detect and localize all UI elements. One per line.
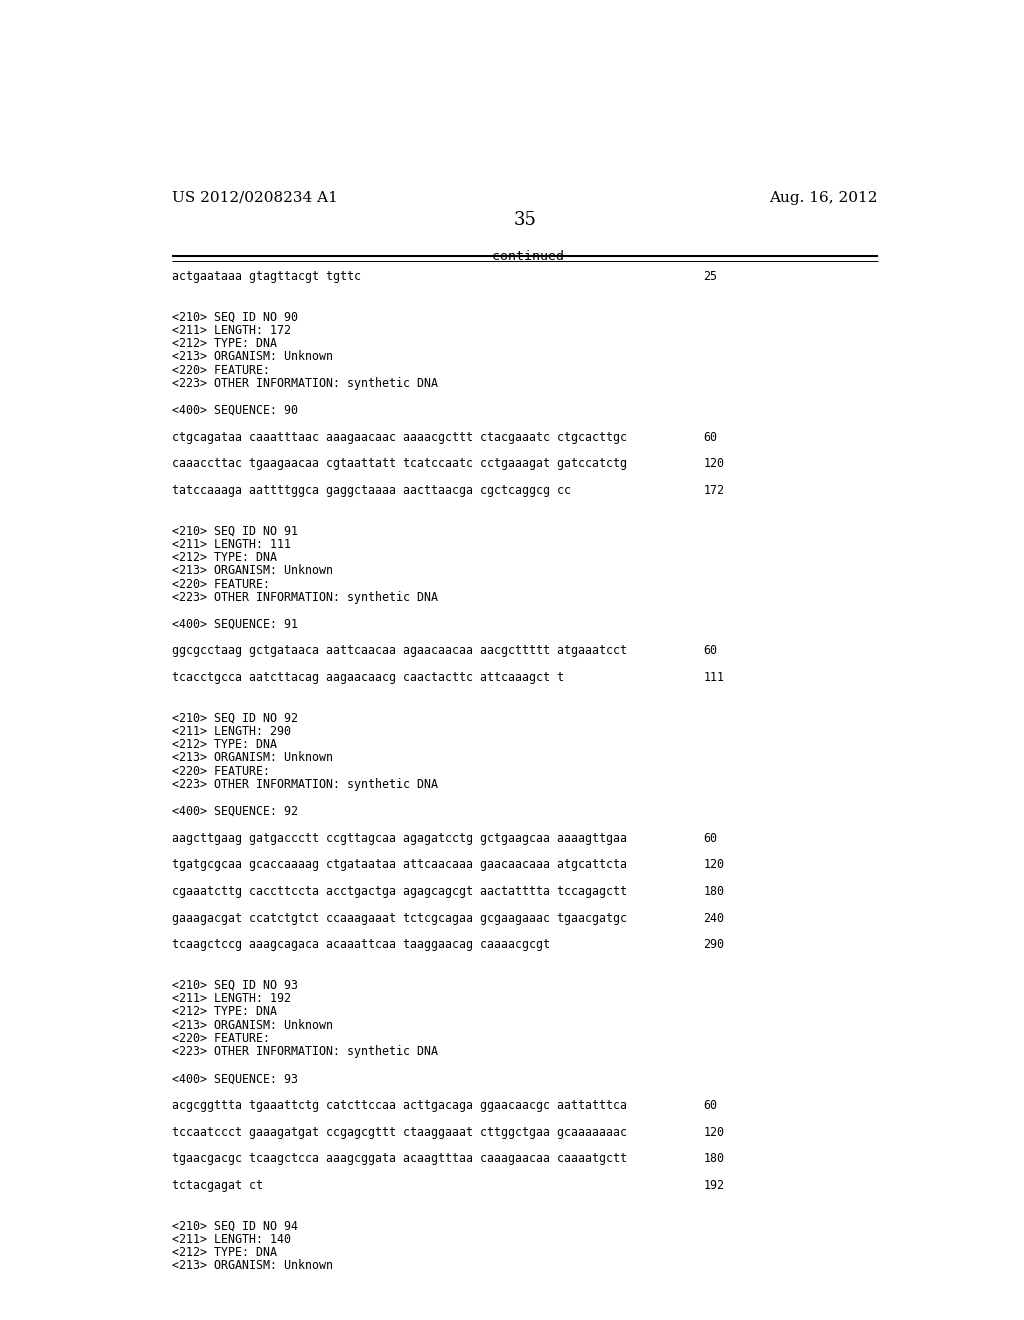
- Text: <211> LENGTH: 140: <211> LENGTH: 140: [172, 1233, 291, 1246]
- Text: <212> TYPE: DNA: <212> TYPE: DNA: [172, 550, 276, 564]
- Text: 180: 180: [703, 884, 724, 898]
- Text: acgcggttta tgaaattctg catcttccaa acttgacaga ggaacaacgc aattatttca: acgcggttta tgaaattctg catcttccaa acttgac…: [172, 1098, 627, 1111]
- Text: <220> FEATURE:: <220> FEATURE:: [172, 578, 269, 590]
- Text: <213> ORGANISM: Unknown: <213> ORGANISM: Unknown: [172, 1259, 333, 1272]
- Text: 120: 120: [703, 457, 724, 470]
- Text: <223> OTHER INFORMATION: synthetic DNA: <223> OTHER INFORMATION: synthetic DNA: [172, 378, 437, 391]
- Text: -continued: -continued: [484, 249, 565, 263]
- Text: <212> TYPE: DNA: <212> TYPE: DNA: [172, 738, 276, 751]
- Text: <211> LENGTH: 172: <211> LENGTH: 172: [172, 323, 291, 337]
- Text: <213> ORGANISM: Unknown: <213> ORGANISM: Unknown: [172, 751, 333, 764]
- Text: <400> SEQUENCE: 91: <400> SEQUENCE: 91: [172, 618, 298, 631]
- Text: 290: 290: [703, 939, 724, 952]
- Text: <211> LENGTH: 192: <211> LENGTH: 192: [172, 991, 291, 1005]
- Text: <220> FEATURE:: <220> FEATURE:: [172, 1032, 269, 1045]
- Text: ctgcagataa caaatttaac aaagaacaac aaaacgcttt ctacgaaatc ctgcacttgc: ctgcagataa caaatttaac aaagaacaac aaaacgc…: [172, 430, 627, 444]
- Text: <213> ORGANISM: Unknown: <213> ORGANISM: Unknown: [172, 1019, 333, 1032]
- Text: tctacgagat ct: tctacgagat ct: [172, 1179, 262, 1192]
- Text: <220> FEATURE:: <220> FEATURE:: [172, 364, 269, 376]
- Text: 60: 60: [703, 644, 718, 657]
- Text: <210> SEQ ID NO 92: <210> SEQ ID NO 92: [172, 711, 298, 725]
- Text: tgatgcgcaa gcaccaaaag ctgataataa attcaacaaa gaacaacaaa atgcattcta: tgatgcgcaa gcaccaaaag ctgataataa attcaac…: [172, 858, 627, 871]
- Text: <213> ORGANISM: Unknown: <213> ORGANISM: Unknown: [172, 564, 333, 577]
- Text: 35: 35: [513, 211, 537, 230]
- Text: 240: 240: [703, 912, 724, 925]
- Text: 25: 25: [703, 271, 718, 284]
- Text: 111: 111: [703, 671, 724, 684]
- Text: tgaacgacgc tcaagctcca aaagcggata acaagtttaa caaagaacaa caaaatgctt: tgaacgacgc tcaagctcca aaagcggata acaagtt…: [172, 1152, 627, 1166]
- Text: <211> LENGTH: 290: <211> LENGTH: 290: [172, 725, 291, 738]
- Text: <210> SEQ ID NO 91: <210> SEQ ID NO 91: [172, 524, 298, 537]
- Text: aagcttgaag gatgaccctt ccgttagcaa agagatcctg gctgaagcaa aaaagttgaa: aagcttgaag gatgaccctt ccgttagcaa agagatc…: [172, 832, 627, 845]
- Text: tccaatccct gaaagatgat ccgagcgttt ctaaggaaat cttggctgaa gcaaaaaaac: tccaatccct gaaagatgat ccgagcgttt ctaagga…: [172, 1126, 627, 1139]
- Text: <223> OTHER INFORMATION: synthetic DNA: <223> OTHER INFORMATION: synthetic DNA: [172, 1045, 437, 1059]
- Text: <211> LENGTH: 111: <211> LENGTH: 111: [172, 537, 291, 550]
- Text: <223> OTHER INFORMATION: synthetic DNA: <223> OTHER INFORMATION: synthetic DNA: [172, 777, 437, 791]
- Text: 172: 172: [703, 484, 724, 498]
- Text: <212> TYPE: DNA: <212> TYPE: DNA: [172, 337, 276, 350]
- Text: gaaagacgat ccatctgtct ccaaagaaat tctcgcagaa gcgaagaaac tgaacgatgc: gaaagacgat ccatctgtct ccaaagaaat tctcgca…: [172, 912, 627, 925]
- Text: tcaagctccg aaagcagaca acaaattcaa taaggaacag caaaacgcgt: tcaagctccg aaagcagaca acaaattcaa taaggaa…: [172, 939, 550, 952]
- Text: 120: 120: [703, 858, 724, 871]
- Text: 192: 192: [703, 1179, 724, 1192]
- Text: <400> SEQUENCE: 92: <400> SEQUENCE: 92: [172, 805, 298, 818]
- Text: <212> TYPE: DNA: <212> TYPE: DNA: [172, 1006, 276, 1018]
- Text: ggcgcctaag gctgataaca aattcaacaa agaacaacaa aacgcttttt atgaaatcct: ggcgcctaag gctgataaca aattcaacaa agaacaa…: [172, 644, 627, 657]
- Text: 120: 120: [703, 1126, 724, 1139]
- Text: cgaaatcttg caccttccta acctgactga agagcagcgt aactatttta tccagagctt: cgaaatcttg caccttccta acctgactga agagcag…: [172, 884, 627, 898]
- Text: 60: 60: [703, 1098, 718, 1111]
- Text: <223> OTHER INFORMATION: synthetic DNA: <223> OTHER INFORMATION: synthetic DNA: [172, 591, 437, 605]
- Text: <210> SEQ ID NO 90: <210> SEQ ID NO 90: [172, 310, 298, 323]
- Text: <210> SEQ ID NO 94: <210> SEQ ID NO 94: [172, 1220, 298, 1232]
- Text: actgaataaa gtagttacgt tgttc: actgaataaa gtagttacgt tgttc: [172, 271, 360, 284]
- Text: US 2012/0208234 A1: US 2012/0208234 A1: [172, 191, 338, 205]
- Text: caaaccttac tgaagaacaa cgtaattatt tcatccaatc cctgaaagat gatccatctg: caaaccttac tgaagaacaa cgtaattatt tcatcca…: [172, 457, 627, 470]
- Text: tcacctgcca aatcttacag aagaacaacg caactacttc attcaaagct t: tcacctgcca aatcttacag aagaacaacg caactac…: [172, 671, 563, 684]
- Text: <213> ORGANISM: Unknown: <213> ORGANISM: Unknown: [172, 350, 333, 363]
- Text: <210> SEQ ID NO 93: <210> SEQ ID NO 93: [172, 978, 298, 991]
- Text: 60: 60: [703, 832, 718, 845]
- Text: <212> TYPE: DNA: <212> TYPE: DNA: [172, 1246, 276, 1259]
- Text: <400> SEQUENCE: 90: <400> SEQUENCE: 90: [172, 404, 298, 417]
- Text: 60: 60: [703, 430, 718, 444]
- Text: <220> FEATURE:: <220> FEATURE:: [172, 764, 269, 777]
- Text: Aug. 16, 2012: Aug. 16, 2012: [769, 191, 878, 205]
- Text: tatccaaaga aattttggca gaggctaaaa aacttaacga cgctcaggcg cc: tatccaaaga aattttggca gaggctaaaa aacttaa…: [172, 484, 570, 498]
- Text: <400> SEQUENCE: 93: <400> SEQUENCE: 93: [172, 1072, 298, 1085]
- Text: 180: 180: [703, 1152, 724, 1166]
